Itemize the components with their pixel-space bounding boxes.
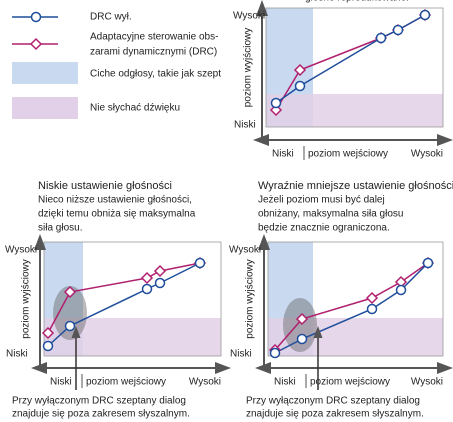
legend-label: Adaptacyjne sterowanie obs-: [90, 32, 218, 43]
marker-circle: [194, 257, 206, 269]
y-high-label: Wysoki: [233, 11, 265, 22]
y-high-label: Wysoki: [5, 245, 37, 256]
x-axis-title: poziom wejściowy: [86, 377, 166, 388]
plot-frame: [265, 7, 444, 128]
legend-swatch: [12, 97, 78, 119]
marker-diamond: [295, 312, 309, 326]
marker-circle: [269, 347, 281, 359]
legend-label: Ciche odgłosy, takie jak szept: [90, 69, 221, 80]
legend-label: Nie słychać dźwięku: [90, 103, 180, 114]
plot-frame: [267, 241, 444, 357]
x-high-label: Wysoki: [189, 377, 221, 388]
panel-description: Jeżeli poziom musi być dalej: [258, 195, 385, 206]
panel-caption: Przy wyłączonym DRC szeptany dialog: [246, 396, 420, 407]
panel-caption: znajduje się poza zakresem słyszalnym.: [12, 409, 190, 420]
marker-circle: [30, 11, 42, 23]
panel-title: głośno reprodukowane.: [305, 0, 409, 4]
marker-diamond: [41, 326, 55, 340]
marker-circle: [375, 32, 387, 44]
y-low-label: Niski: [234, 120, 256, 131]
marker-diamond: [63, 285, 77, 299]
marker-circle: [296, 333, 308, 345]
marker-diamond: [29, 37, 43, 51]
y-high-label: Wysoki: [229, 245, 261, 256]
marker-circle: [366, 303, 378, 315]
panel-description: siła głosu.: [38, 223, 82, 234]
marker-circle: [419, 9, 431, 21]
marker-circle: [422, 257, 434, 269]
legend-label: DRC wył.: [90, 12, 132, 23]
y-axis-title: poziom wyjściowy: [21, 259, 32, 338]
panel-caption: Przy wyłączonym DRC szeptany dialog: [12, 396, 186, 407]
plot-frame: [43, 241, 222, 357]
y-axis-title: poziom wyjściowy: [243, 28, 254, 107]
marker-circle: [395, 284, 407, 296]
panel-caption: znajduje się poza zakresem słyszalnym.: [246, 409, 424, 420]
x-axis-title: poziom wejściowy: [310, 377, 390, 388]
y-low-label: Niski: [230, 349, 252, 360]
panel-title: Wyraźnie mniejsze ustawienie głośności: [258, 180, 453, 192]
x-axis-title: poziom wejściowy: [308, 149, 388, 160]
panel-description: dzięki temu obniża się maksymalna: [38, 209, 196, 220]
marker-circle: [294, 80, 306, 92]
marker-diamond: [140, 271, 154, 285]
silent-area: [266, 94, 443, 127]
marker-circle: [270, 97, 282, 109]
marker-circle: [154, 277, 166, 289]
marker-circle: [42, 340, 54, 352]
marker-circle: [141, 283, 153, 295]
x-low-label: Niski: [50, 377, 72, 388]
marker-diamond: [153, 264, 167, 278]
panel-description: Nieco niższe ustawienie głośności,: [38, 195, 192, 206]
panel-description: będzie znacznie ograniczona.: [258, 223, 390, 234]
y-axis-title: poziom wyjściowy: [245, 259, 256, 338]
x-high-label: Wysoki: [411, 149, 443, 160]
marker-circle: [392, 24, 404, 36]
marker-circle: [64, 320, 76, 332]
marker-diamond: [293, 63, 307, 77]
y-low-label: Niski: [6, 349, 28, 360]
panel-title: Niskie ustawienie głośności: [38, 180, 172, 192]
marker-diamond: [365, 291, 379, 305]
x-high-label: Wysoki: [411, 377, 443, 388]
x-low-label: Niski: [272, 149, 294, 160]
legend-swatch: [12, 62, 78, 84]
legend-label: zarami dynamicznymi (DRC): [90, 47, 217, 58]
panel-description: obniżany, maksymalna siła głosu: [258, 209, 403, 220]
whisper-zone: [283, 298, 317, 352]
x-low-label: Niski: [274, 377, 296, 388]
